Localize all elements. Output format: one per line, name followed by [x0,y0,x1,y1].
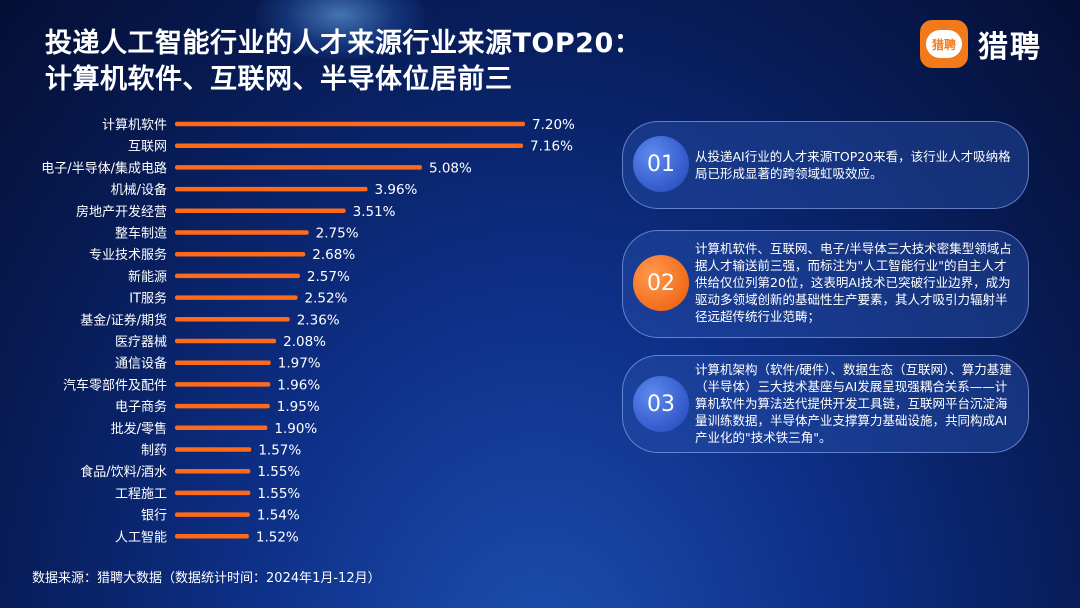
industry-bar-chart: 计算机软件 7.20% 互联网 7.16% 电子/半导体/集成电路 5.08% 机械/设备 3… [41,117,575,545]
category-label: 通信设备 [115,356,167,372]
card-number-badge: 02 [633,255,689,311]
bar [175,251,306,257]
page-title: 投递人工智能行业的人才来源行业来源TOP20： 计算机软件、互联网、半导体位居前… [45,26,845,98]
value-label: 1.96% [277,377,320,393]
value-label: 1.57% [258,443,301,459]
category-label: 电子商务 [115,399,167,415]
value-label: 1.52% [256,529,299,545]
bar [175,360,271,365]
liepin-logo: 猎聘 猎聘 [920,20,1042,68]
category-label: 食品/饮料/酒水 [80,464,167,480]
value-label: 3.96% [375,182,418,198]
bar [175,403,270,409]
category-label: 基金/证券/期货 [80,312,167,328]
bar [175,143,524,148]
logo-mark-text: 猎聘 [926,30,962,58]
title-line-2: 计算机软件、互联网、半导体位居前三 [45,64,513,95]
bar [175,121,525,127]
card-text: 计算机软件、互联网、电子/半导体三大技术密集型领域占据人才输送前三强，而标注为"… [695,241,1012,324]
bar [175,468,251,474]
bar [175,165,422,170]
value-label: 7.20% [532,117,575,133]
category-label: 整车制造 [115,226,167,242]
value-label: 1.90% [274,421,317,437]
bar [175,425,268,431]
category-label: 房地产开发经营 [76,204,167,220]
value-label: 1.54% [257,508,300,524]
title-line-1: 投递人工智能行业的人才来源行业来源TOP20： [45,28,642,59]
value-label: 3.51% [353,204,396,220]
card-number-badge: 01 [633,136,689,192]
value-label: 2.08% [283,334,326,350]
card-text: 计算机架构（软件/硬件）、数据生态（互联网）、算力基建（半导体）三大技术基座与A… [695,362,1012,445]
value-label: 5.08% [429,160,472,176]
category-label: 批发/零售 [111,421,167,437]
category-label: 汽车零部件及配件 [63,377,167,393]
bar [175,230,309,235]
card-number-badge: 03 [633,376,689,432]
category-label: 专业技术服务 [89,247,167,263]
insight-card-2: 02 计算机软件、互联网、电子/半导体三大技术密集型领域占据人才输送前三强，而标… [622,230,1029,338]
value-label: 7.16% [530,139,573,155]
value-label: 2.36% [297,312,340,328]
bar [175,273,300,279]
category-label: 制药 [141,444,167,459]
bar [175,208,346,214]
category-label: 医疗器械 [115,335,167,350]
card-text: 从投递AI行业的人才来源TOP20来看，该行业人才吸纳格局已形成显著的跨领域虹吸… [695,149,1011,181]
category-label: 工程施工 [115,487,167,502]
bar [175,490,251,496]
value-label: 2.68% [312,247,355,263]
value-label: 2.57% [307,269,350,285]
bar [175,512,250,517]
bar [175,534,249,539]
bar [175,295,298,300]
logo-text: 猎聘 [978,30,1042,65]
value-label: 1.55% [257,464,300,480]
insight-card-3: 03 计算机架构（软件/硬件）、数据生态（互联网）、算力基建（半导体）三大技术基… [622,355,1029,453]
bar [175,338,277,344]
logo-icon: 猎聘 [920,20,968,68]
bar [175,317,290,322]
data-source-note: 数据来源：猎聘大数据（数据统计时间：2024年1月-12月） [32,571,381,586]
category-label: 计算机软件 [102,118,167,133]
value-label: 2.75% [316,226,359,242]
category-label: 互联网 [128,140,167,155]
bar [175,186,368,192]
bar [175,447,252,452]
value-label: 1.97% [278,356,321,372]
category-label: 银行 [141,509,167,524]
category-label: 新能源 [128,269,167,285]
value-label: 1.95% [277,399,320,415]
bar [175,382,271,387]
value-label: 1.55% [257,486,300,502]
insight-card-1: 01 从投递AI行业的人才来源TOP20来看，该行业人才吸纳格局已形成显著的跨领… [622,121,1029,209]
category-label: 电子/半导体/集成电路 [41,160,167,176]
value-label: 2.52% [305,291,348,307]
category-label: IT服务 [129,291,167,307]
category-label: 人工智能 [115,530,167,545]
category-label: 机械/设备 [111,182,167,198]
